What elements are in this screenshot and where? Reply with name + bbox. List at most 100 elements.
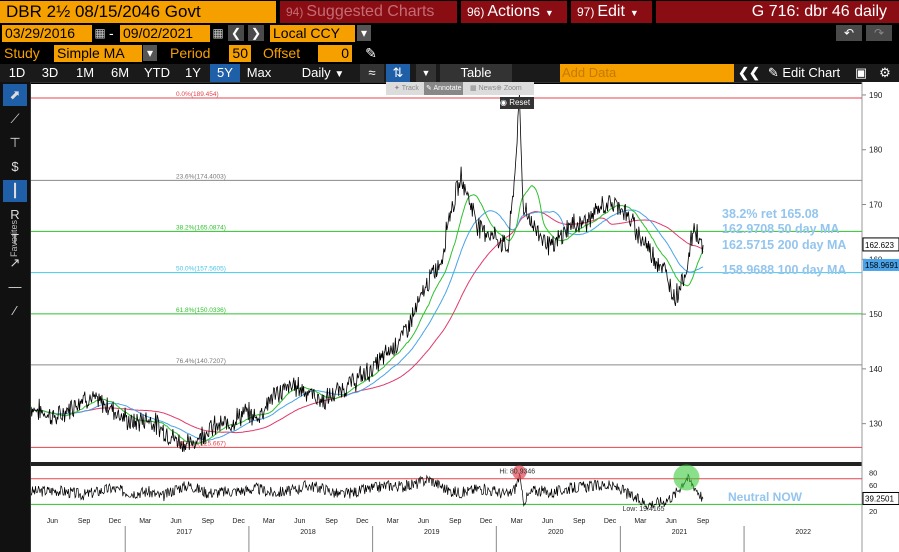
range-5y[interactable]: 5Y <box>210 64 240 82</box>
bars-tool-icon[interactable]: ┃ <box>3 180 27 202</box>
legend-ma50: 162.9708 50 day MA <box>722 222 840 236</box>
range-1y[interactable]: 1Y <box>185 65 201 80</box>
legend-ma200: 162.5715 200 day MA <box>722 238 847 252</box>
x-month-label: Dec <box>604 518 617 525</box>
range-1m[interactable]: 1M <box>75 65 95 80</box>
add-data-input[interactable]: Add Data <box>560 64 734 82</box>
ma100-tag <box>863 258 899 271</box>
retracement-tool-icon[interactable]: R <box>10 207 20 222</box>
news-button[interactable]: ▦ News <box>470 85 497 92</box>
table-button[interactable]: Table <box>440 64 512 82</box>
undo-icon[interactable]: ↶ <box>836 25 862 41</box>
currency-dropdown-icon[interactable]: ▾ <box>357 25 371 41</box>
fib-label: 50.0%(157.5605) <box>176 266 226 273</box>
x-year-label: 2021 <box>672 529 688 536</box>
x-month-label: Sep <box>325 518 338 525</box>
annotate-button[interactable]: ✎ Annotate <box>424 82 464 95</box>
study-select[interactable]: Simple MA <box>54 45 142 62</box>
suggested-charts-button[interactable]: 94) Suggested Charts <box>280 1 457 23</box>
chart-title: G 716: dbr 46 daily <box>656 1 899 23</box>
x-month-label: Mar <box>139 518 152 525</box>
drawing-toolbar: ⬈ ⟋ ⊤ $ ┃ R T ↗ — ∕ Favorites <box>0 82 31 552</box>
annotate-label: Annotate <box>433 85 462 92</box>
actions-num: 96) <box>467 5 485 19</box>
ma100-line <box>30 209 704 441</box>
price-tick-label: 170 <box>869 201 883 210</box>
range-3d[interactable]: 3D <box>41 65 59 80</box>
actions-button[interactable]: 96) Actions ▼ <box>461 1 567 23</box>
cursor-icon[interactable]: ⬈ <box>3 84 27 106</box>
x-month-label: Jun <box>418 518 429 525</box>
calendar-icon[interactable]: ▦ <box>212 26 224 40</box>
period-field[interactable]: 50 <box>229 45 251 62</box>
arrow-tool-icon[interactable]: ↗ <box>9 255 21 270</box>
collapse-icon[interactable]: ❮❮ <box>738 65 760 80</box>
offset-field[interactable]: 0 <box>318 45 352 62</box>
chevron-down-icon: ▼ <box>544 8 554 18</box>
next-period-button[interactable]: ❯ <box>248 25 264 41</box>
panel-separator <box>31 462 862 466</box>
range-toolbar: 1D 3D 1M 6M YTD 1Y 5Y Max Daily ▼ ≈ ⇅ ▼ Table A… <box>0 64 899 83</box>
rsi-tick-label: 60 <box>869 481 877 490</box>
study-dropdown-icon[interactable]: ▾ <box>143 45 157 61</box>
offset-label: Offset <box>263 45 301 61</box>
x-month-label: Sep <box>202 518 215 525</box>
end-date-field[interactable]: 09/02/2021 <box>120 25 210 42</box>
price-tick-label: 130 <box>869 420 883 429</box>
edit-button[interactable]: 97) Edit ▼ <box>571 1 652 23</box>
currency-select[interactable]: Local CCY <box>270 25 355 42</box>
date-separator: - <box>109 25 114 41</box>
x-month-label: Sep <box>573 518 586 525</box>
security-field[interactable]: DBR 2½ 08/15/2046 Govt <box>0 1 276 23</box>
suggested-num: 94) <box>286 5 304 19</box>
pencil-icon[interactable]: ✎ <box>365 45 377 61</box>
actions-label: Actions <box>487 3 540 20</box>
x-month-label: Mar <box>634 518 647 525</box>
reset-button[interactable]: ◉ Reset <box>500 97 534 109</box>
chevron-down-icon: ▼ <box>629 8 639 18</box>
track-button[interactable]: ✦ Track <box>394 85 419 92</box>
calendar-icon[interactable]: ▦ <box>94 26 106 40</box>
fib-label: 38.2%(165.0874) <box>176 224 226 231</box>
news-label: News <box>478 85 497 92</box>
horizontal-line-icon[interactable]: — <box>8 279 22 294</box>
legend-fib-382: 38.2% ret 165.08 <box>722 207 819 221</box>
zoom-label: Zoom <box>503 85 522 92</box>
zoom-button[interactable]: ⊕ Zoom <box>496 85 522 92</box>
rsi-last-label: 39.2501 <box>865 494 894 503</box>
line-tool-icon[interactable]: ⟋ <box>10 111 20 126</box>
text-tool-icon[interactable]: T <box>11 231 19 246</box>
line-chart-icon[interactable]: ≈ <box>360 64 384 82</box>
period-label: Period <box>170 45 211 61</box>
x-month-label: Jun <box>294 518 305 525</box>
ma100-tag-label: 158.9691 <box>865 261 899 270</box>
range-max[interactable]: Max <box>246 65 272 80</box>
gear-icon[interactable]: ⚙ <box>879 65 891 80</box>
redo-icon[interactable]: ↷ <box>866 25 892 41</box>
x-year-label: 2018 <box>300 529 316 536</box>
favorites-label[interactable]: Favorites <box>9 219 19 257</box>
prev-period-button[interactable]: ❮ <box>228 25 244 41</box>
ohlc-chart-icon[interactable]: ⇅ <box>386 64 410 82</box>
fib-label: 23.6%(174.4003) <box>176 173 226 180</box>
price-tool-icon[interactable]: $ <box>11 159 19 174</box>
chart-settings-icon[interactable]: ▣ <box>854 65 868 80</box>
frequency-select[interactable]: Daily ▼ <box>293 64 353 82</box>
range-1d[interactable]: 1D <box>8 65 26 80</box>
x-year-label: 2017 <box>177 529 193 536</box>
fib-tool-icon[interactable]: ⊤ <box>9 135 21 150</box>
fib-label: 61.8%(150.0336) <box>176 307 226 314</box>
range-6m[interactable]: 6M <box>110 65 130 80</box>
chart-type-dropdown-icon[interactable]: ▼ <box>416 64 436 82</box>
edit-chart-button[interactable]: ✎ Edit Chart <box>762 64 846 82</box>
rsi-high-marker <box>512 465 527 480</box>
price-chart[interactable]: 0.0%(189.454) 23.6%(174.4003) 38.2%(165.08… <box>0 82 899 552</box>
range-ytd[interactable]: YTD <box>144 65 170 80</box>
edit-num: 97) <box>577 5 595 19</box>
edit-label: Edit <box>597 3 625 20</box>
rsi-last-tag <box>862 491 899 505</box>
rsi-high-label: Hi: 80.9346 <box>499 469 535 476</box>
start-date-field[interactable]: 03/29/2016 <box>2 25 92 42</box>
diagonal-line-icon[interactable]: ∕ <box>13 303 17 318</box>
edit-chart-label: Edit Chart <box>782 65 841 80</box>
